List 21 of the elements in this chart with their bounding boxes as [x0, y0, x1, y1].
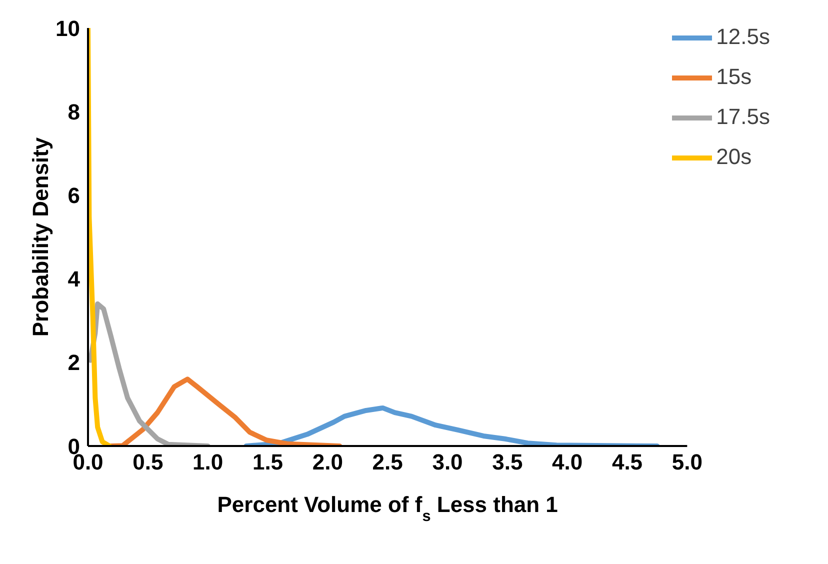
- x-tick-label: 5.0: [672, 450, 702, 475]
- x-tick-label: 2.5: [372, 450, 403, 475]
- x-tick-label: 3.5: [492, 450, 523, 475]
- x-tick-label: 4.0: [552, 450, 583, 475]
- legend-label: 15s: [716, 64, 752, 89]
- y-tick-label: 8: [68, 99, 80, 124]
- legend-label: 17.5s: [716, 104, 770, 129]
- x-axis-title: Percent Volume of f$_{s}$ Less than 1: [217, 492, 558, 524]
- x-tick-label: 4.5: [612, 450, 643, 475]
- x-tick-label: 0.5: [132, 450, 164, 475]
- x-tick-label: 1.5: [252, 450, 284, 475]
- legend-label: 20s: [716, 144, 752, 169]
- x-tick-label: 1.0: [192, 450, 224, 475]
- y-tick-label: 10: [56, 16, 80, 41]
- x-tick-label: 2.0: [312, 450, 343, 475]
- y-tick-label: 4: [68, 266, 81, 292]
- y-tick-label: 2: [68, 350, 80, 376]
- x-tick-label: 3.0: [432, 450, 463, 475]
- legend-label: 12.5s: [716, 24, 770, 49]
- y-axis-title: Probability Density: [28, 136, 53, 337]
- y-tick-label: 6: [68, 183, 80, 208]
